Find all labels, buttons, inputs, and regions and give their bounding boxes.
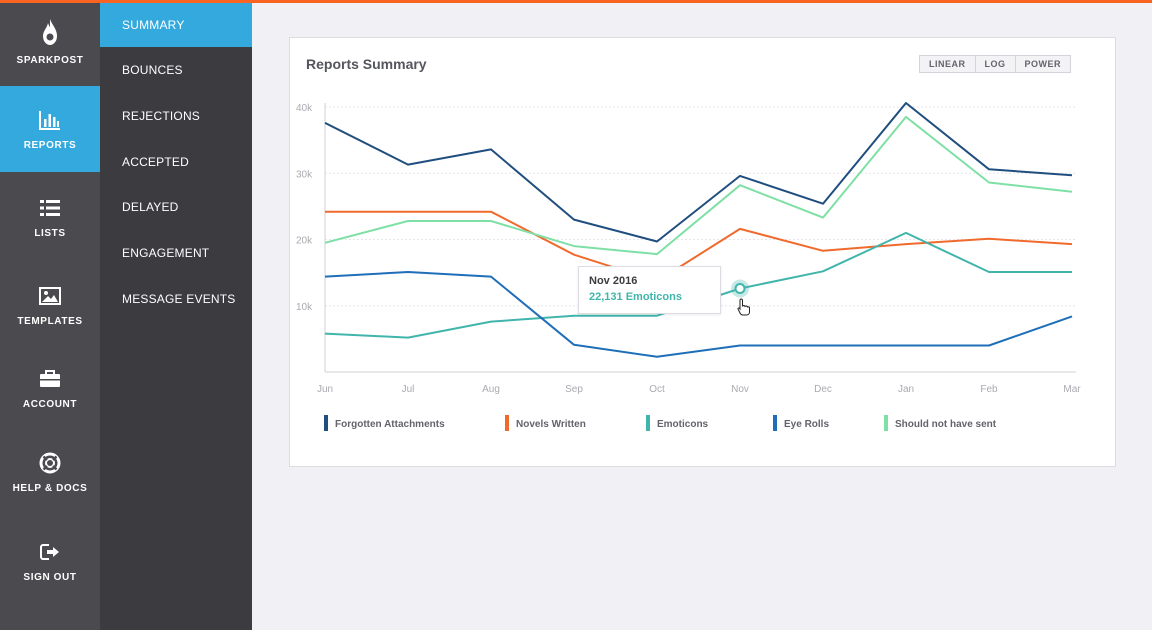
scale-toggle: LINEAR LOG POWER [919,55,1072,73]
brand-name: SPARKPOST [16,55,84,66]
legend-label: Eye Rolls [784,419,829,430]
primary-nav: SPARKPOST REPORTS LISTS [0,0,100,630]
legend-swatch [646,415,650,431]
nav-item-sign-out[interactable]: SIGN OUT [0,540,100,584]
series-line-eye-rolls [324,271,1073,358]
x-tick-label: Oct [649,384,665,395]
nav-item-lists[interactable]: LISTS [0,196,100,240]
subnav-item-rejections[interactable]: REJECTIONS [122,109,201,123]
flame-icon [38,19,62,45]
lifebuoy-icon [38,451,62,475]
subnav-item-delayed[interactable]: DELAYED [122,200,179,214]
legend-swatch [773,415,777,431]
y-tick-label: 10k [296,302,313,313]
subnav-item-accepted[interactable]: ACCEPTED [122,155,189,169]
image-icon [38,284,62,308]
x-tick-label: Dec [814,384,832,395]
nav-item-account[interactable]: ACCOUNT [0,367,100,411]
tooltip-title: Nov 2016 [589,275,638,287]
nav-label: HELP & DOCS [12,483,88,494]
card-title: Reports Summary [306,56,427,72]
tooltip-value: 22,131 Emoticons [589,291,682,303]
subnav-item-summary[interactable]: SUMMARY [100,3,252,47]
series-line-should-not-have-sent [324,115,1073,256]
brand-logo[interactable]: SPARKPOST [0,19,100,86]
x-tick-label: Aug [482,384,500,395]
x-tick-label: Mar [1063,384,1081,395]
legend-label: Novels Written [516,419,586,430]
x-tick-label: Nov [731,384,749,395]
x-tick-label: Feb [980,384,998,395]
sign-out-icon [38,540,62,564]
bar-chart-icon [38,108,62,132]
list-icon [38,196,62,220]
y-tick-label: 40k [296,103,313,114]
legend-label: Should not have sent [895,419,997,430]
x-tick-label: Jul [402,384,415,395]
chart-tooltip: Nov 2016 22,131 Emoticons [578,266,721,314]
secondary-nav: SUMMARY BOUNCES REJECTIONS ACCEPTED DELA… [100,0,252,630]
legend-swatch [324,415,328,431]
subnav-item-message-events[interactable]: MESSAGE EVENTS [122,292,236,306]
nav-label: SIGN OUT [23,572,77,583]
nav-label: TEMPLATES [17,316,83,327]
nav-item-help[interactable]: HELP & DOCS [0,451,100,495]
scale-linear-button[interactable]: LINEAR [920,56,976,72]
nav-label: LISTS [34,228,66,239]
briefcase-icon [38,367,62,391]
legend-swatch [884,415,888,431]
x-tick-label: Jun [317,384,333,395]
scale-power-button[interactable]: POWER [1024,59,1062,69]
top-accent-bar [0,0,1152,3]
y-tick-label: 20k [296,236,313,247]
legend-label: Emoticons [657,419,709,430]
legend-label: Forgotten Attachments [335,419,445,430]
scale-log-button[interactable]: LOG [976,56,1016,72]
highlight-point [734,283,746,295]
y-tick-label: 30k [296,169,313,180]
pointer-cursor-icon [737,298,750,316]
legend-swatch [505,415,509,431]
nav-label: REPORTS [23,139,77,151]
nav-item-templates[interactable]: TEMPLATES [0,284,100,328]
subnav-item-bounces[interactable]: BOUNCES [122,63,183,77]
x-tick-label: Sep [565,384,583,395]
nav-label: ACCOUNT [22,399,78,410]
series-line-novels-written [325,210,1073,283]
nav-item-reports[interactable]: REPORTS [0,86,100,172]
subnav-item-engagement[interactable]: ENGAGEMENT [122,246,210,260]
x-tick-label: Jan [898,384,914,395]
series-line-forgotten-attachments [324,102,1073,243]
